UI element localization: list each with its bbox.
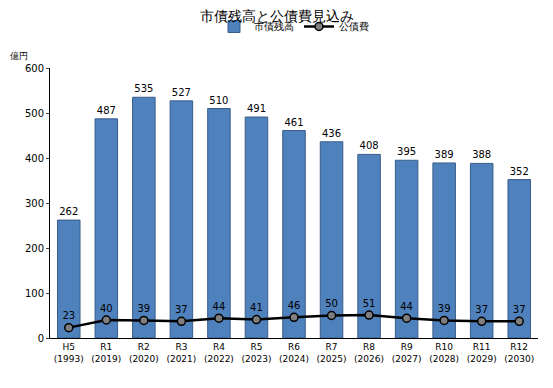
svg-text:R5(2023): R5(2023) <box>241 342 271 364</box>
svg-text:R12(2030): R12(2030) <box>504 342 534 364</box>
svg-text:44: 44 <box>400 301 413 312</box>
svg-text:510: 510 <box>209 95 228 106</box>
svg-text:23: 23 <box>62 310 75 321</box>
svg-text:R9(2027): R9(2027) <box>392 342 422 364</box>
svg-text:39: 39 <box>438 303 451 314</box>
svg-text:公債費: 公債費 <box>339 21 369 32</box>
svg-text:262: 262 <box>59 206 78 217</box>
svg-text:400: 400 <box>25 153 44 164</box>
svg-text:50: 50 <box>325 298 338 309</box>
svg-text:491: 491 <box>247 103 266 114</box>
svg-text:200: 200 <box>25 243 44 254</box>
svg-text:600: 600 <box>25 63 44 74</box>
svg-text:461: 461 <box>284 117 303 128</box>
svg-text:R10(2028): R10(2028) <box>429 342 459 364</box>
svg-text:R3(2021): R3(2021) <box>166 342 196 364</box>
svg-text:300: 300 <box>25 198 44 209</box>
svg-text:40: 40 <box>100 303 113 314</box>
svg-text:500: 500 <box>25 108 44 119</box>
svg-text:0: 0 <box>38 333 44 344</box>
svg-text:市債残高と公債費見込み: 市債残高と公債費見込み <box>200 8 354 24</box>
svg-text:395: 395 <box>397 146 416 157</box>
svg-text:R11(2029): R11(2029) <box>467 342 497 364</box>
svg-text:388: 388 <box>472 149 491 160</box>
svg-text:R4(2022): R4(2022) <box>204 342 234 364</box>
svg-text:527: 527 <box>172 87 191 98</box>
svg-text:R2(2020): R2(2020) <box>129 342 159 364</box>
svg-text:37: 37 <box>175 304 188 315</box>
svg-text:H5(1993): H5(1993) <box>54 342 84 364</box>
svg-text:37: 37 <box>513 304 526 315</box>
svg-text:436: 436 <box>322 128 341 139</box>
svg-text:R7(2025): R7(2025) <box>317 342 347 364</box>
svg-text:389: 389 <box>435 149 454 160</box>
svg-text:487: 487 <box>97 105 116 116</box>
svg-text:39: 39 <box>137 303 150 314</box>
svg-text:37: 37 <box>475 304 488 315</box>
svg-text:100: 100 <box>25 288 44 299</box>
svg-text:R6(2024): R6(2024) <box>279 342 309 364</box>
svg-text:R8(2026): R8(2026) <box>354 342 384 364</box>
svg-text:44: 44 <box>213 301 226 312</box>
svg-text:408: 408 <box>360 140 379 151</box>
svg-text:51: 51 <box>363 298 376 309</box>
svg-text:46: 46 <box>288 300 301 311</box>
svg-text:535: 535 <box>134 83 153 94</box>
svg-text:41: 41 <box>250 302 263 313</box>
svg-text:市債残高: 市債残高 <box>254 21 294 32</box>
svg-text:352: 352 <box>510 166 529 177</box>
svg-text:億円: 億円 <box>10 51 28 61</box>
svg-text:R1(2019): R1(2019) <box>91 342 121 364</box>
